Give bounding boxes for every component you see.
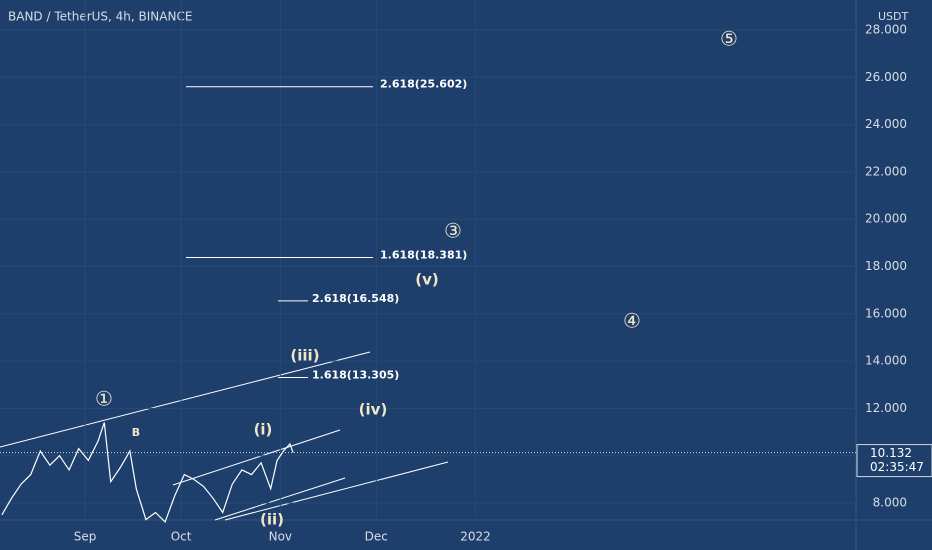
last-price-box (856, 444, 932, 478)
fib-label: 2.618(25.602) (380, 78, 467, 91)
wave-label: (v) (415, 271, 439, 289)
y-tick-label: 28.000 (865, 23, 907, 37)
y-tick-label: 12.000 (865, 401, 907, 415)
x-tick-label: 2022 (460, 530, 491, 544)
wave-label: ③ (444, 219, 462, 243)
y-tick-label: 16.000 (865, 306, 907, 320)
fib-label: 1.618(13.305) (312, 369, 399, 382)
y-tick-label: 26.000 (865, 70, 907, 84)
chart-title: BAND / TetherUS, 4h, BINANCE (8, 10, 192, 24)
y-tick-label: 24.000 (865, 117, 907, 131)
wave-label: ⑤ (720, 27, 738, 51)
wave-label: ④ (623, 309, 641, 333)
wave-label: ① (95, 387, 113, 411)
price-line (1, 422, 294, 523)
y-tick-label: 18.000 (865, 259, 907, 273)
trendline (172, 429, 341, 486)
trendlines (0, 351, 449, 521)
wave-label: (i) (254, 421, 273, 439)
x-tick-label: Nov (269, 530, 292, 544)
y-tick-label: 20.000 (865, 212, 907, 226)
y-tick-label: 14.000 (865, 354, 907, 368)
x-tick-label: Sep (74, 530, 97, 544)
fib-label: 1.618(18.381) (380, 248, 467, 261)
trendline (224, 461, 449, 521)
x-tick-label: Oct (171, 530, 192, 544)
fib-label: 2.618(16.548) (312, 292, 399, 305)
x-tick-label: Dec (365, 530, 388, 544)
trendline (0, 351, 371, 448)
axis-unit: USDT (878, 10, 909, 23)
wave-label: (ii) (260, 511, 284, 529)
countdown: 02:35:47 (870, 460, 924, 474)
wave-label: (iii) (290, 347, 319, 365)
y-tick-label: 8.000 (873, 496, 907, 510)
y-tick-label: 22.000 (865, 164, 907, 178)
wave-label: B (132, 426, 140, 439)
last-price-label: 10.132 (870, 446, 912, 460)
wave-label: (iv) (359, 401, 388, 419)
